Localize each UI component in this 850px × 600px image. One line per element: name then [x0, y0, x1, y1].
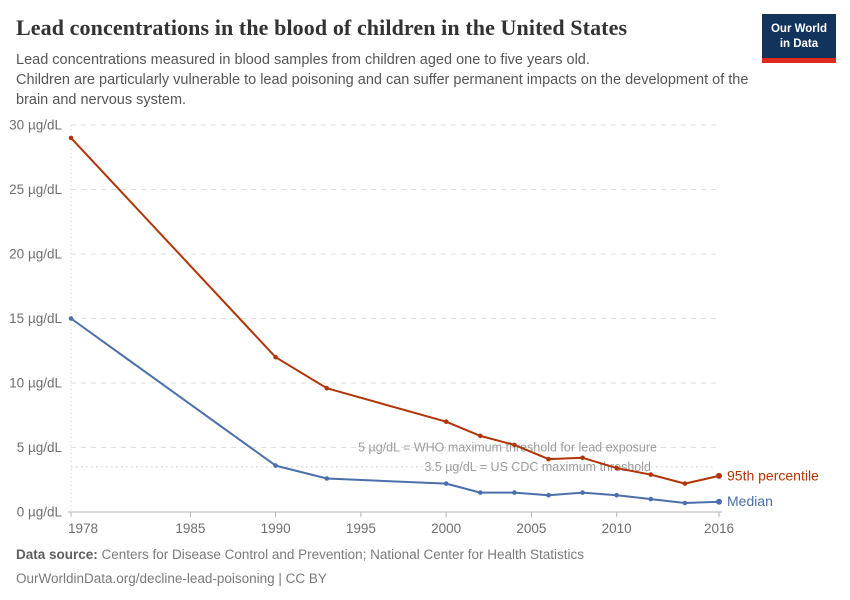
- y-tick-label: 5 µg/dL: [17, 440, 63, 455]
- y-tick-label: 30 µg/dL: [9, 118, 62, 133]
- data-point-95th-percentile-2004: [512, 442, 517, 448]
- subtitle-line1: Lead concentrations measured in blood sa…: [16, 52, 590, 68]
- data-point-median-2006: [546, 492, 551, 498]
- data-point-median-2004: [512, 490, 517, 495]
- data-point-median-2012: [648, 496, 654, 502]
- series-line-median: [70, 317, 720, 504]
- data-point-95th-percentile-1993: [324, 385, 330, 391]
- data-point-median-2014: [682, 500, 688, 506]
- y-tick-label: 0 µg/dL: [17, 505, 63, 520]
- chart-subtitle: Lead concentrations measured in blood sa…: [16, 50, 764, 110]
- data-point-median-2002: [478, 490, 483, 495]
- data-point-95th-percentile-2014: [682, 481, 688, 486]
- series-end-label-median[interactable]: Median: [727, 493, 773, 509]
- x-tick-label: 1978: [68, 521, 98, 536]
- x-tick-label: 1990: [261, 521, 291, 536]
- data-point-median-2000: [443, 481, 449, 486]
- x-tick-label: 2010: [602, 521, 632, 536]
- data-point-95th-percentile-2006: [546, 456, 551, 462]
- data-point-95th-percentile-2012: [648, 472, 654, 477]
- citation-link[interactable]: OurWorldinData.org/decline-lead-poisonin…: [16, 571, 327, 586]
- data-point-95th-percentile-2000: [443, 419, 449, 425]
- data-point-95th-percentile-1990: [273, 354, 278, 360]
- y-tick-label: 15 µg/dL: [9, 311, 62, 326]
- data-point-median-1978: [68, 316, 74, 321]
- data-point-median-2010: [614, 492, 619, 498]
- series-line-95th-percentile: [70, 137, 720, 485]
- series-end-label-95th-percentile[interactable]: 95th percentile: [727, 467, 819, 483]
- x-tick-label: 2005: [516, 521, 546, 536]
- subtitle-line2: Children are particularly vulnerable to …: [16, 72, 749, 108]
- data-point-median-2008: [580, 490, 585, 495]
- data-point-95th-percentile-2010: [614, 465, 619, 471]
- data-point-median-1990: [273, 463, 278, 468]
- owid-logo[interactable]: Our World in Data: [761, 14, 836, 63]
- data-point-95th-percentile-2016: [716, 472, 722, 479]
- x-tick-label: 1985: [175, 521, 205, 536]
- data-point-median-2016: [716, 498, 722, 505]
- threshold-label: 5 µg/dL = WHO maximum threshold for lead…: [358, 441, 657, 455]
- x-tick-label: 2000: [431, 521, 461, 536]
- data-source-label: Data source:: [16, 547, 98, 562]
- y-tick-label: 10 µg/dL: [9, 376, 62, 391]
- chart-footer: Data source: Centers for Disease Control…: [16, 546, 584, 587]
- x-tick-label: 2016: [704, 521, 734, 536]
- page-title: Lead concentrations in the blood of chil…: [16, 15, 628, 40]
- data-point-95th-percentile-2002: [478, 433, 483, 439]
- data-point-95th-percentile-2008: [580, 455, 585, 461]
- data-point-95th-percentile-1978: [68, 135, 74, 141]
- data-point-median-1993: [324, 476, 330, 481]
- y-tick-label: 20 µg/dL: [9, 247, 62, 262]
- logo-line1: Our World: [770, 23, 827, 35]
- threshold-label: 3.5 µg/dL = US CDC maximum threshold: [424, 460, 651, 474]
- data-source-line: Data source: Centers for Disease Control…: [16, 546, 584, 563]
- data-source-text: Centers for Disease Control and Preventi…: [97, 547, 585, 562]
- x-tick-label: 1995: [346, 521, 376, 536]
- logo-line2: in Data: [779, 37, 819, 50]
- y-tick-label: 25 µg/dL: [9, 182, 62, 197]
